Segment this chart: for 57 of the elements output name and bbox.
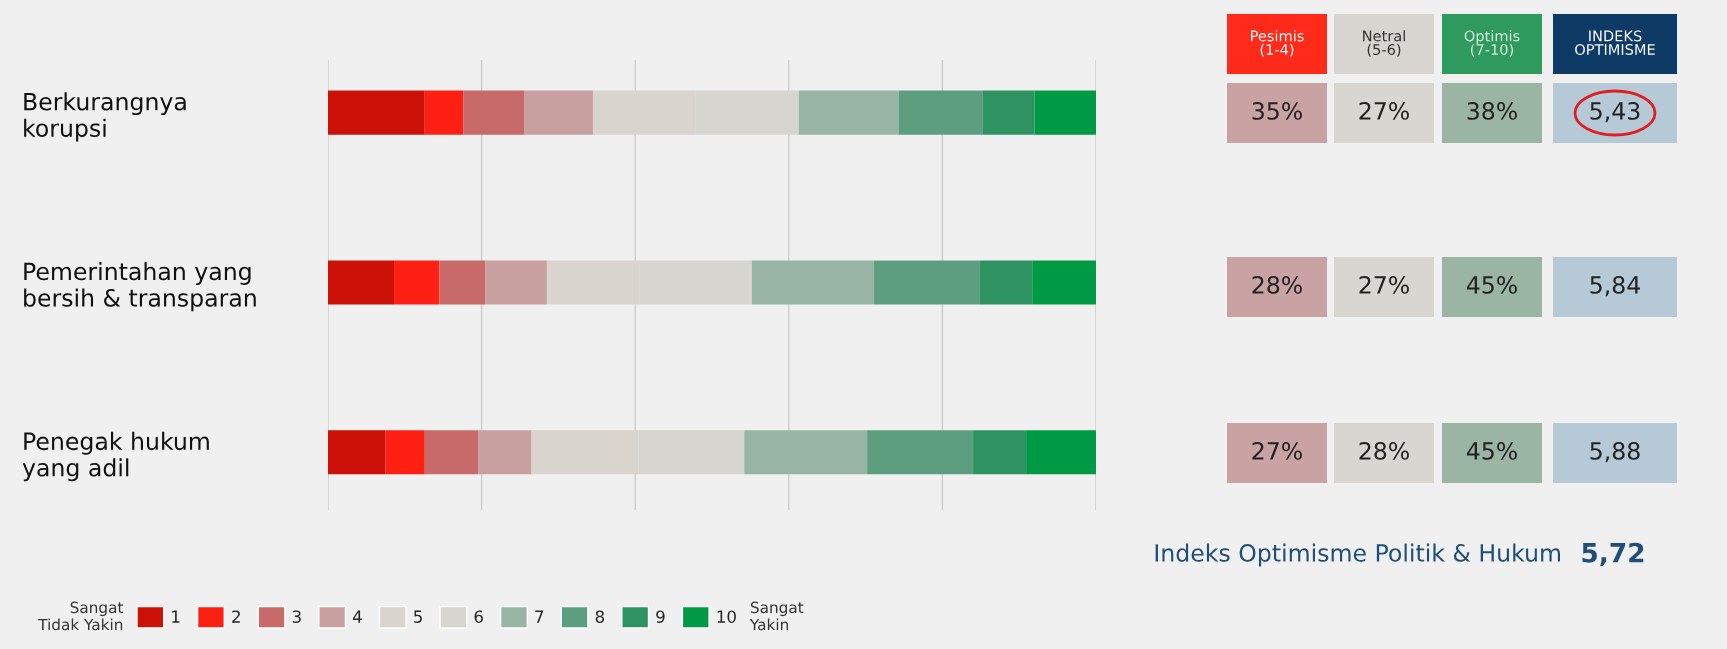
bar xyxy=(328,90,425,135)
bar xyxy=(982,90,1035,135)
bar xyxy=(751,260,875,305)
text: Sangat Tidak Yakin xyxy=(38,601,124,631)
bar xyxy=(980,260,1033,305)
y-tick-label: Berkurangnya korupsi xyxy=(24,92,186,142)
bar xyxy=(1032,260,1096,305)
bar xyxy=(744,430,868,475)
bar xyxy=(424,430,479,475)
text: 5,72 xyxy=(1582,542,1644,567)
bar xyxy=(874,260,981,305)
text: 5,84 xyxy=(1590,275,1640,297)
bar xyxy=(328,260,395,305)
bar xyxy=(478,430,532,475)
bar xyxy=(973,430,1027,475)
text: Optimis (7-10) xyxy=(1464,30,1520,57)
legend-label: 8 xyxy=(595,610,605,623)
bar xyxy=(439,260,486,305)
y-tick-label: Pemerintahan yang bersih & transparan xyxy=(24,262,256,312)
text: 38% xyxy=(1467,101,1517,120)
bar xyxy=(867,430,974,475)
y-tick-label: Penegak hukum yang adil xyxy=(22,431,209,482)
bar xyxy=(485,260,547,305)
text: 35% xyxy=(1252,101,1302,120)
text: 28% xyxy=(1252,275,1302,294)
text: 27% xyxy=(1359,101,1409,120)
text: 5,88 xyxy=(1590,441,1640,463)
legend-label: 5 xyxy=(414,610,422,623)
text: Pesimis (1-4) xyxy=(1251,30,1304,57)
bar xyxy=(385,430,425,475)
text: INDEKS OPTIMISME xyxy=(1575,30,1655,56)
legend-label: 2 xyxy=(232,610,240,623)
legend-label: 3 xyxy=(292,610,301,623)
bar xyxy=(463,90,525,135)
text: Netral (5-6) xyxy=(1363,30,1405,57)
legend-label: 4 xyxy=(352,610,362,623)
text: 27% xyxy=(1359,275,1409,294)
text: 5,43 xyxy=(1590,101,1640,123)
bar xyxy=(1026,430,1096,475)
bar xyxy=(394,260,440,305)
bar xyxy=(798,90,899,135)
text: 45% xyxy=(1466,275,1517,294)
legend-label: 1 xyxy=(172,610,180,623)
text: 28% xyxy=(1359,441,1409,460)
legend-label: 10 xyxy=(717,610,736,623)
bar xyxy=(328,430,386,475)
legend-label: 7 xyxy=(535,610,544,623)
text: 27% xyxy=(1252,441,1302,460)
bar xyxy=(1034,90,1096,135)
bar xyxy=(424,90,464,135)
legend-label: 9 xyxy=(656,610,665,623)
bar xyxy=(524,90,593,135)
text: Indeks Optimisme Politik & Hukum xyxy=(1155,543,1560,567)
text: Sangat Yakin xyxy=(749,601,804,631)
text: 45% xyxy=(1466,441,1517,460)
bar xyxy=(898,90,983,135)
legend-label: 6 xyxy=(474,610,483,623)
